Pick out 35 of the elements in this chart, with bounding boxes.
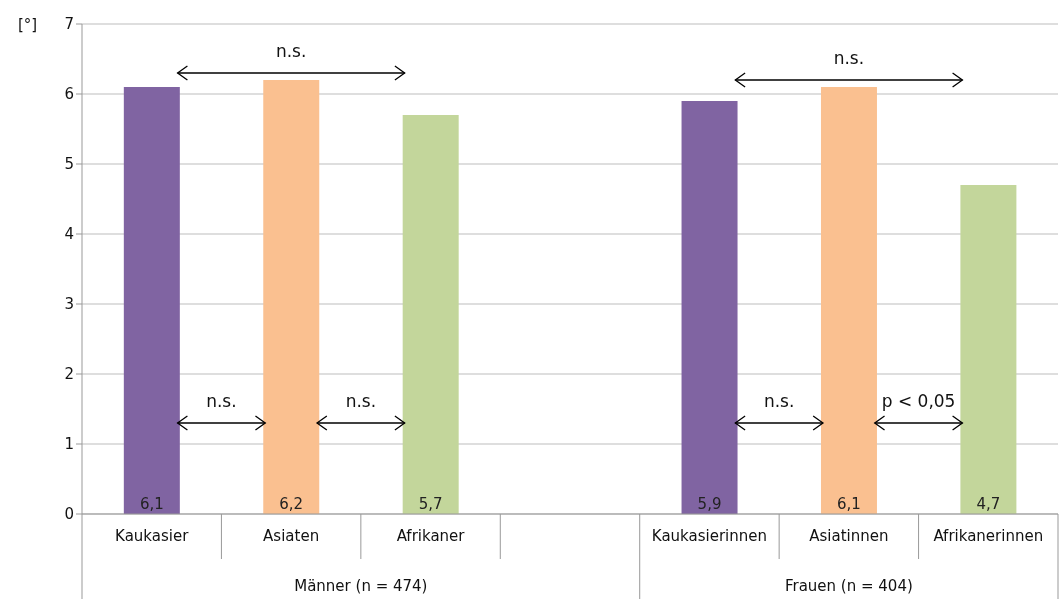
bar xyxy=(402,115,459,514)
annotation: p < 0,05 xyxy=(881,391,956,411)
annotation: n.s. xyxy=(763,391,795,411)
x-tick-label: Afrikaner xyxy=(396,526,466,545)
bar xyxy=(263,80,320,514)
bar xyxy=(960,185,1017,514)
y-tick-label: 6 xyxy=(64,85,74,104)
x-tick-label: Kaukasier xyxy=(115,526,190,545)
data-label: 6,2 xyxy=(279,495,304,513)
x-tick-label: Asiatinnen xyxy=(809,526,889,545)
data-label: 4,7 xyxy=(976,495,1001,513)
y-tick-label: 1 xyxy=(64,435,74,454)
bar xyxy=(123,87,180,514)
bar xyxy=(681,101,738,514)
annotation: n.s. xyxy=(833,48,865,68)
y-tick-label: 0 xyxy=(64,505,74,524)
y-tick-label: 5 xyxy=(64,155,74,174)
data-label: 5,9 xyxy=(697,495,722,513)
bar xyxy=(820,87,877,514)
x-tick-label: Kaukasierinnen xyxy=(651,526,768,545)
text: Männer (n = 474) xyxy=(294,577,428,595)
data-label: 5,7 xyxy=(418,495,443,513)
data-label: 6,1 xyxy=(139,495,164,513)
x-tick-label: Afrikanerinnen xyxy=(933,526,1044,545)
annotation: n.s. xyxy=(206,391,237,411)
y-tick-label: 4 xyxy=(64,225,74,244)
y-tick-label: 2 xyxy=(64,365,74,384)
text: Frauen (n = 404) xyxy=(784,577,913,595)
data-label: 6,1 xyxy=(837,495,861,513)
y-axis-title: [°] xyxy=(18,16,38,34)
y-tick-label: 7 xyxy=(64,15,74,34)
annotation: n.s. xyxy=(345,391,377,411)
x-tick-label: Asiaten xyxy=(263,526,320,545)
annotation: n.s. xyxy=(275,41,307,61)
y-tick-label: 3 xyxy=(64,295,74,314)
